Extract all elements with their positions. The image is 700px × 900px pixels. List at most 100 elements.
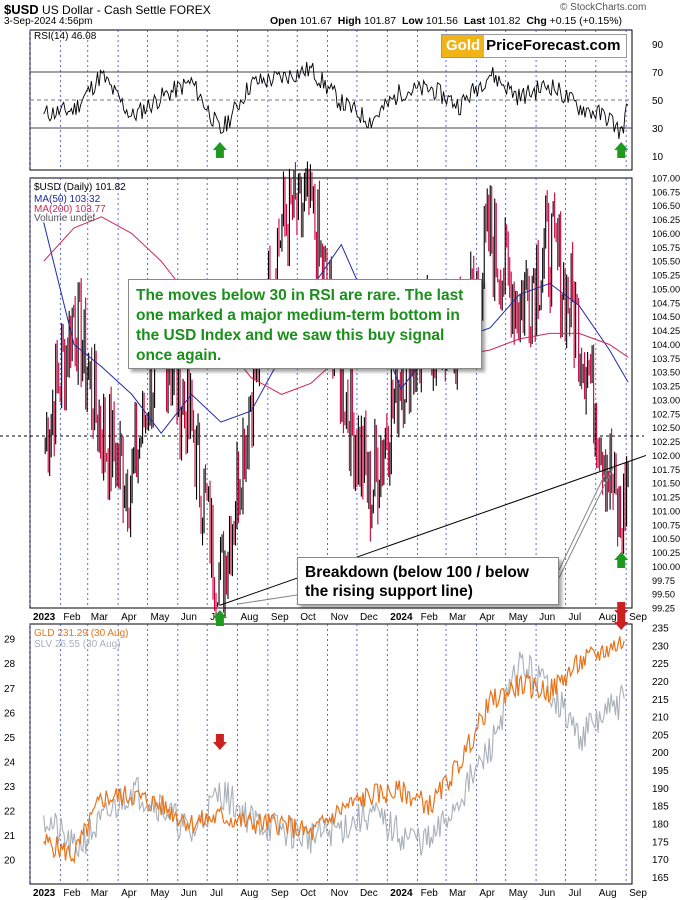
x-tick-label-upper: Aug <box>599 612 617 623</box>
usd-y-tick-label: 104.75 <box>652 298 680 308</box>
usd-y-tick-label: 105.75 <box>652 243 680 253</box>
usd-y-tick-label: 105.50 <box>652 257 680 267</box>
x-tick-label-upper: Mar <box>91 612 109 623</box>
brand-gold: Gold <box>442 35 485 57</box>
slv-y-tick-label: 26 <box>4 708 16 719</box>
rsi-y-tick-label: 30 <box>652 124 664 135</box>
x-tick-label-upper: Feb <box>63 612 81 623</box>
usd-panel-frame <box>29 177 633 609</box>
x-tick-label-lower: 2023 <box>33 888 56 899</box>
gld-y-tick-label: 215 <box>652 695 669 706</box>
usd-y-tick-label: 102.25 <box>652 437 680 447</box>
slv-legend: SLV 26.55 (30 Aug) <box>34 639 121 650</box>
usd-y-tick-label: 100.75 <box>652 520 680 530</box>
gld-y-tick-label: 220 <box>652 677 669 688</box>
ma50-line <box>43 222 629 435</box>
symbol: $USD <box>4 2 39 17</box>
x-tick-label-upper: Feb <box>421 612 439 623</box>
breakdown-callout: Breakdown (below 100 / below the rising … <box>297 557 559 605</box>
x-tick-label-lower: Mar <box>91 888 109 899</box>
usd-y-tick-label: 100.25 <box>652 548 680 558</box>
metals-sell-signal-arrow <box>614 614 629 630</box>
usd-y-tick-label: 99.50 <box>652 590 675 600</box>
rsi-buy-signal-arrow <box>614 142 629 158</box>
open-value: 101.67 <box>299 15 332 27</box>
gld-legend: GLD 231.29 (30 Aug) <box>34 628 129 639</box>
gld-y-tick-label: 170 <box>652 855 669 866</box>
usd-y-tick-label: 102.50 <box>652 423 680 433</box>
change-label: Chg <box>526 15 547 27</box>
x-tick-label-lower: Jul <box>568 888 581 899</box>
callout-pointer <box>237 594 298 605</box>
x-tick-label-lower: Jun <box>539 888 555 899</box>
x-tick-label-lower: Sep <box>629 888 647 899</box>
ma50-legend: MA(50) 103.32 <box>34 194 101 205</box>
usd-y-tick-label: 103.25 <box>652 382 680 392</box>
usd-y-tick-label: 102.75 <box>652 409 680 419</box>
last-label: Last <box>463 15 486 27</box>
usd-y-tick-label: 104.25 <box>652 326 680 336</box>
x-tick-label-upper: Jun <box>539 612 555 623</box>
ma200-legend: MA(200) 103.77 <box>34 204 106 215</box>
usd-y-tick-label: 99.75 <box>652 576 675 586</box>
gld-y-tick-label: 235 <box>652 624 669 635</box>
x-tick-label-lower: Oct <box>300 888 316 899</box>
x-tick-label-lower: May <box>150 888 169 899</box>
gld-y-tick-label: 190 <box>652 784 669 795</box>
x-tick-label-lower: Mar <box>449 888 467 899</box>
slv-y-tick-label: 29 <box>4 635 16 646</box>
x-tick-label-upper: May <box>509 612 528 623</box>
usd-y-tick-label: 105.25 <box>652 271 680 281</box>
slv-y-tick-label: 22 <box>4 806 16 817</box>
brand-logo[interactable]: Gold PriceForecast.com <box>441 34 627 58</box>
x-tick-label-lower: Feb <box>63 888 81 899</box>
rsi-y-tick-label: 50 <box>652 96 664 107</box>
usd-y-tick-label: 99.25 <box>652 604 675 614</box>
usd-y-tick-label: 101.50 <box>652 479 680 489</box>
gld-y-tick-label: 175 <box>652 837 669 848</box>
usd-buy-signal-arrow <box>614 552 629 568</box>
slv-y-tick-label: 27 <box>4 684 16 695</box>
slv-y-tick-label: 28 <box>4 659 16 670</box>
x-tick-label-upper: 2023 <box>33 612 56 623</box>
chart-date: 3-Sep-2024 4:56pm <box>4 16 93 27</box>
usd-y-tick-label: 106.50 <box>652 201 680 211</box>
x-tick-label-upper: Mar <box>449 612 467 623</box>
x-tick-label-lower: Jun <box>181 888 197 899</box>
volume-legend: Volume undef <box>34 213 96 224</box>
usd-y-tick-label: 101.25 <box>652 493 680 503</box>
x-tick-label-lower: Aug <box>241 888 259 899</box>
high-value: 101.87 <box>363 15 397 27</box>
usd-y-tick-label: 107.00 <box>652 174 680 184</box>
rsi-y-tick-label: 10 <box>652 152 664 163</box>
x-tick-label-upper: Nov <box>331 612 349 623</box>
slv-y-tick-label: 21 <box>4 831 16 842</box>
high-label: High <box>337 15 362 27</box>
x-tick-label-upper: Sep <box>629 612 647 623</box>
x-tick-label-lower: 2024 <box>390 888 413 899</box>
chart-title: $USD US Dollar - Cash Settle FOREX <box>4 2 211 17</box>
usd-buy-signal-arrow <box>212 610 227 626</box>
ohlc-readout: Open 101.67 High 101.87 Low 101.56 Last … <box>270 15 622 27</box>
slv-y-tick-label: 24 <box>4 757 16 768</box>
slv-y-tick-label: 25 <box>4 733 16 744</box>
x-tick-label-lower: Sep <box>271 888 289 899</box>
rsi-buy-signal-arrow <box>212 142 227 158</box>
x-tick-label-upper: Dec <box>360 612 378 623</box>
x-tick-label-upper: Aug <box>241 612 259 623</box>
gld-y-tick-label: 205 <box>652 730 669 741</box>
gld-series-line <box>43 636 625 865</box>
usd-y-tick-label: 106.75 <box>652 187 680 197</box>
callout-pointer <box>558 467 614 579</box>
metals-sell-signal-arrow <box>212 734 227 750</box>
slv-series-line <box>43 651 625 858</box>
x-tick-label-lower: Feb <box>421 888 439 899</box>
x-tick-label-upper: May <box>150 612 169 623</box>
x-tick-label-upper: Jul <box>568 612 581 623</box>
x-tick-label-upper: Apr <box>121 612 137 623</box>
x-tick-label-upper: Oct <box>300 612 316 623</box>
rsi-callout: The moves below 30 in RSI are rare. The … <box>128 279 482 369</box>
gld-y-tick-label: 180 <box>652 819 669 830</box>
x-tick-label-upper: 2024 <box>390 612 413 623</box>
gld-y-tick-label: 230 <box>652 641 669 652</box>
